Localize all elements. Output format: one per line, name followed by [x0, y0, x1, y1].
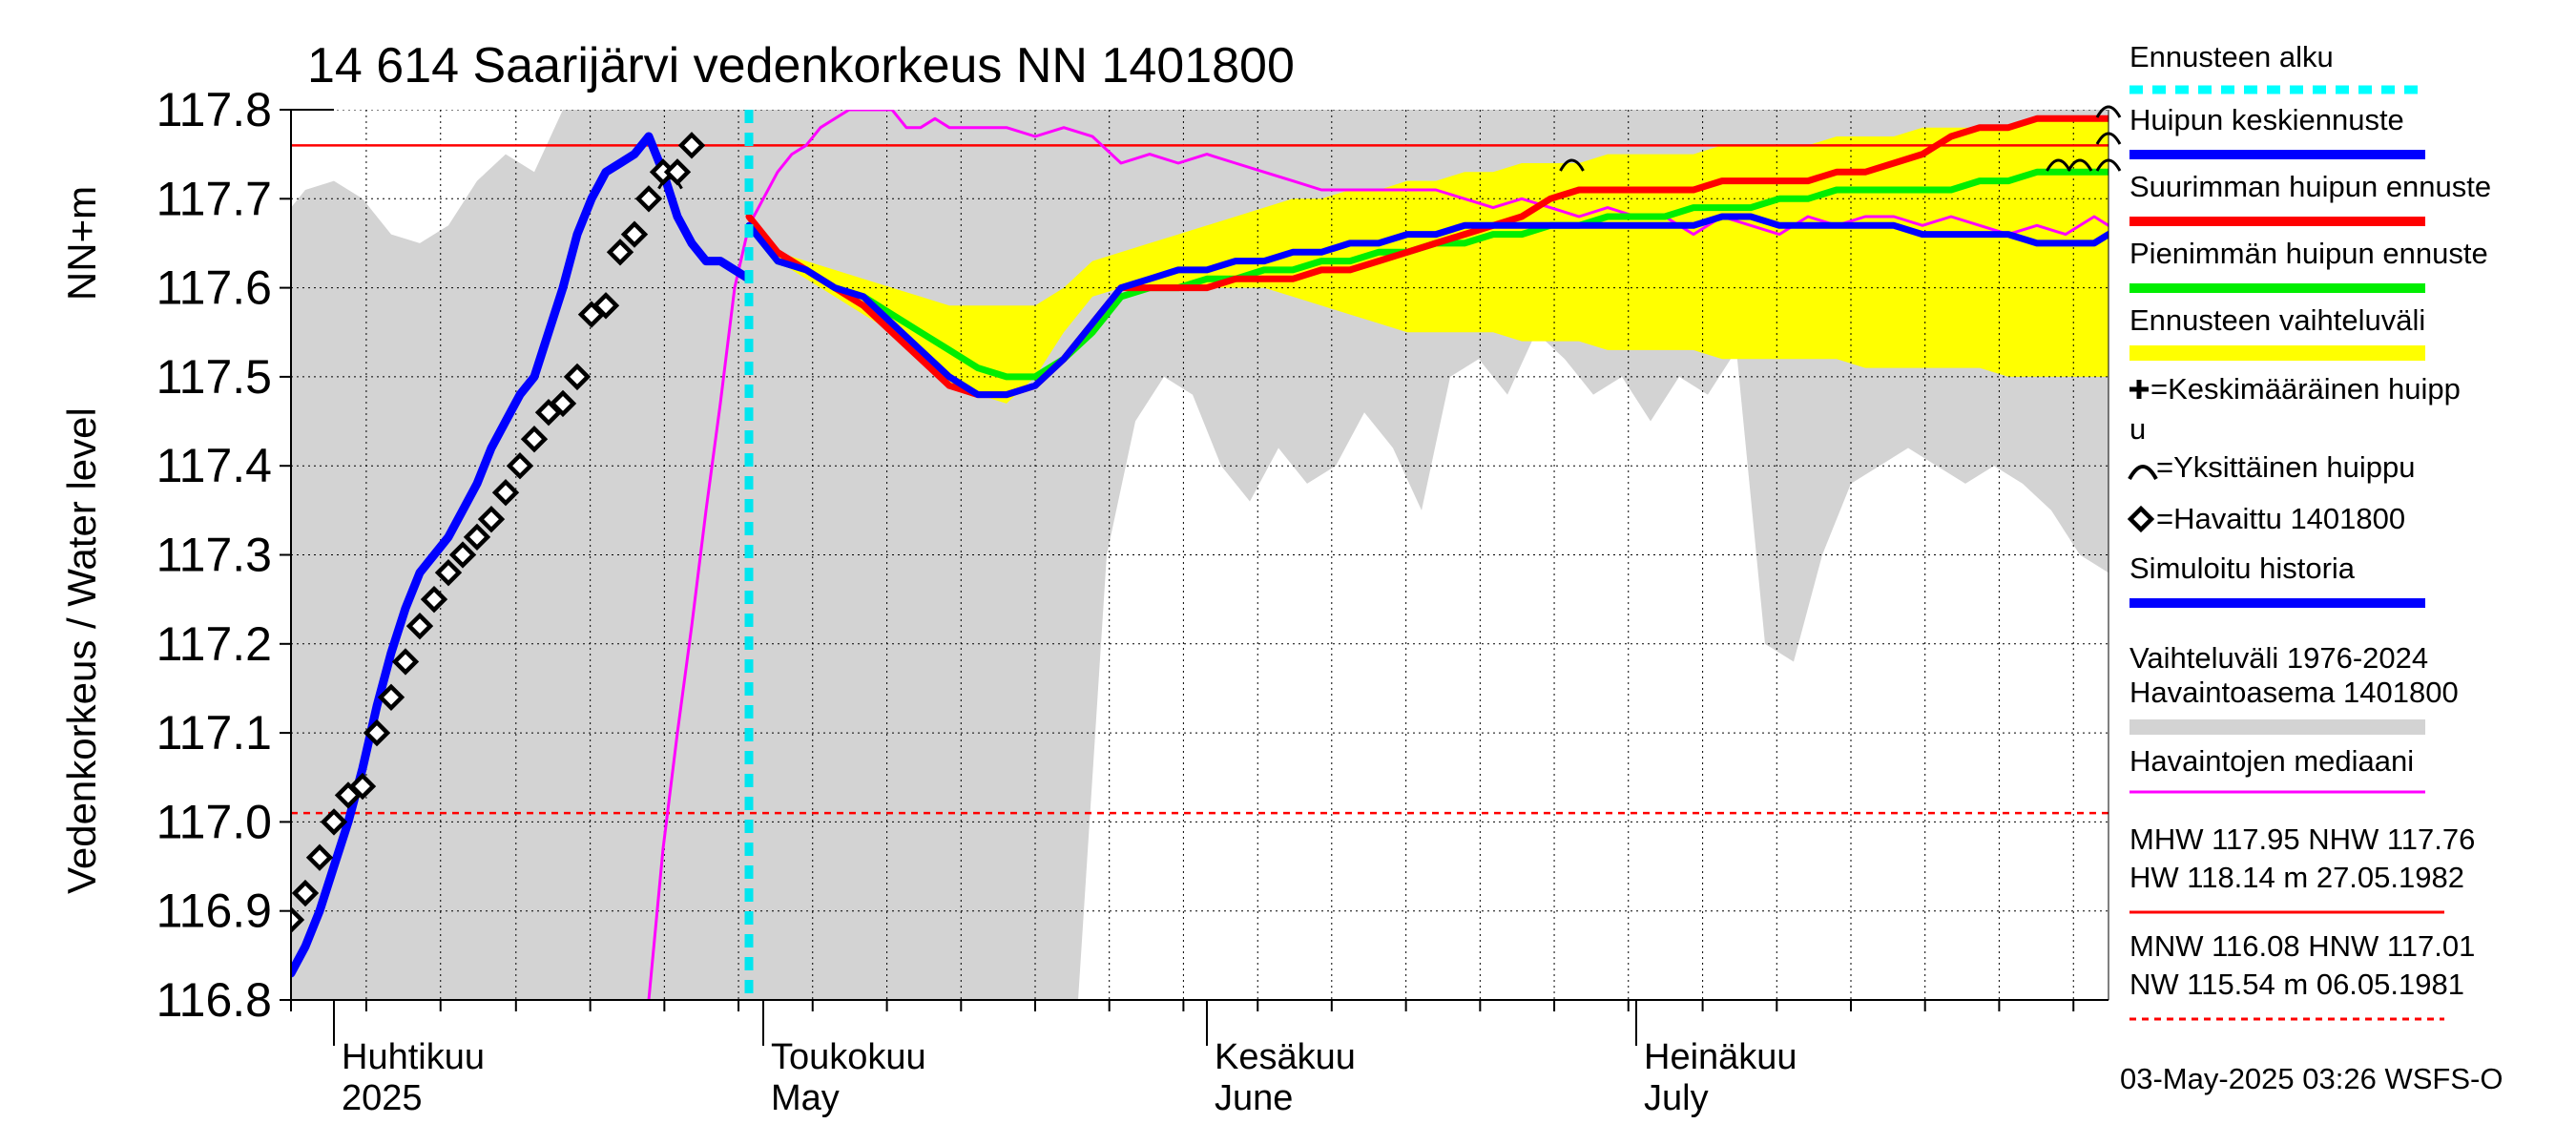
y-tick-label: 117.2 — [156, 617, 272, 671]
observed-point — [434, 558, 463, 587]
observed-point — [506, 452, 534, 480]
legend-item-10-label: Havaintojen mediaani — [2129, 744, 2414, 778]
observed-point — [320, 808, 348, 836]
x-month-label-en: May — [771, 1078, 840, 1118]
x-month-label-en: June — [1215, 1078, 1293, 1118]
legend-item-0-label: Ennusteen alku — [2129, 40, 2334, 73]
y-axis-unit-label: NN+m — [59, 186, 104, 301]
legend-item-12-label: MNW 116.08 HNW 117.01 — [2129, 929, 2475, 963]
plot-content — [291, 110, 2109, 1000]
x-month-label-en: July — [1644, 1078, 1709, 1118]
observed-point — [520, 426, 549, 453]
legend-item-6-label: =Yksittäinen huippu — [2156, 450, 2415, 484]
x-month-label-fi: Kesäkuu — [1215, 1037, 1356, 1077]
single-peak-marker — [2046, 158, 2071, 172]
series-simuloitu-historia — [291, 132, 754, 978]
observed-point — [549, 389, 577, 418]
observed-point — [291, 879, 320, 907]
legend-item-8-label: Simuloitu historia — [2129, 552, 2356, 585]
single-peak-marker — [2095, 105, 2122, 118]
x-month-label-en: 2025 — [342, 1078, 423, 1118]
forecast-band — [749, 118, 2109, 404]
single-peak-marker — [1559, 158, 1585, 172]
observed-point — [391, 648, 420, 676]
legend-item-5-label-2: u — [2129, 412, 2146, 446]
legend-item-11-label-2: HW 118.14 m 27.05.1982 — [2129, 861, 2464, 894]
legend-item-3-label: Pienimmän huipun ennuste — [2129, 237, 2488, 270]
legend-item-4-swatch — [2129, 345, 2425, 361]
legend-item-9-label: Vaihteluväli 1976-2024 — [2129, 641, 2428, 675]
single-peak-marker — [657, 177, 683, 190]
observed-point — [463, 523, 491, 552]
legend-item-9-label-2: Havaintoasema 1401800 — [2129, 676, 2459, 709]
y-tick-label: 116.8 — [156, 973, 272, 1027]
observed-point — [606, 239, 634, 266]
legend-item-6-swatch — [2128, 465, 2158, 480]
legend: Ennusteen alku Huipun keskiennuste Suurimm… — [2127, 40, 2491, 1021]
x-month-label-fi: Heinäkuu — [1644, 1037, 1797, 1077]
y-tick-label: 117.1 — [156, 706, 272, 760]
legend-item-7-swatch — [2127, 505, 2155, 533]
y-tick-label: 117.7 — [156, 172, 272, 225]
plot-area — [291, 105, 2122, 1000]
y-tick-label: 117.6 — [156, 261, 272, 315]
series-havaintojen-mediaani — [647, 110, 2109, 1000]
x-month-label-fi: Huhtikuu — [342, 1037, 485, 1077]
observed-point — [305, 843, 334, 871]
legend-item-1-label: Huipun keskiennuste — [2129, 103, 2404, 136]
y-axis-label: Vedenkorkeus / Water level — [59, 407, 104, 894]
observed-point — [491, 479, 520, 507]
observed-point — [634, 185, 663, 213]
chart-title: 14 614 Saarijärvi vedenkorkeus NN 140180… — [307, 38, 1295, 94]
x-month-label-fi: Toukokuu — [771, 1037, 926, 1077]
legend-item-4-label: Ennusteen vaihteluväli — [2129, 303, 2425, 337]
y-tick-label: 117.8 — [156, 83, 272, 136]
y-tick-label: 117.4 — [156, 439, 272, 492]
observed-point — [477, 505, 506, 533]
observed-point — [448, 541, 477, 569]
legend-item-9-swatch — [2129, 719, 2425, 735]
legend-item-5-label: =Keskimääräinen huipp — [2150, 372, 2461, 406]
observed-point — [420, 585, 448, 614]
observed-point — [363, 718, 391, 747]
legend-item-11-label: MHW 117.95 NHW 117.76 — [2129, 822, 2475, 856]
y-tick-label: 117.0 — [156, 795, 272, 848]
observed-point — [405, 612, 434, 640]
observed-point — [348, 772, 377, 801]
legend-item-2-label: Suurimman huipun ennuste — [2129, 170, 2491, 203]
observed-point — [291, 906, 305, 934]
observed-point — [563, 363, 592, 391]
single-peak-marker — [2067, 158, 2093, 172]
y-axis: 116.8 116.9 117.0 117.1 117.2 117.3 117.4 117.5… — [156, 83, 334, 1027]
legend-item-5-swatch — [2129, 380, 2149, 399]
y-tick-label: 117.5 — [156, 350, 272, 404]
observed-point — [620, 220, 649, 248]
footer-timestamp: 03-May-2025 03:26 WSFS-O — [2120, 1062, 2503, 1095]
legend-item-7-label: =Havaittu 1401800 — [2156, 502, 2405, 535]
series-huipun-keskiennuste — [745, 213, 2109, 399]
observed-point — [677, 132, 706, 159]
y-tick-label: 116.9 — [156, 885, 272, 938]
observed-point — [377, 683, 405, 711]
y-tick-label: 117.3 — [156, 529, 272, 582]
observed-point — [592, 292, 620, 320]
legend-item-12-label-2: NW 115.54 m 06.05.1981 — [2129, 968, 2464, 1001]
